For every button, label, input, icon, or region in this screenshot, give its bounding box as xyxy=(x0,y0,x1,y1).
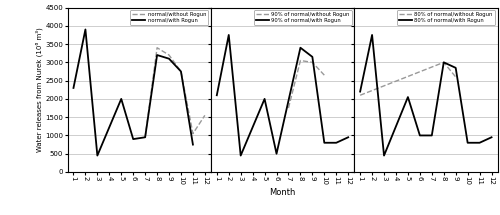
Line: normal/without Rogun: normal/without Rogun xyxy=(145,48,205,137)
Legend: normal/without Rogun, normal/with Rogun: normal/without Rogun, normal/with Rogun xyxy=(130,10,208,25)
normal/with Rogun xyxy=(70,87,76,89)
90% of normal/with Rogun xyxy=(333,141,339,144)
normal/without Rogun xyxy=(166,54,172,56)
normal/with Rogun xyxy=(82,28,88,31)
90% of normal/without Rogun xyxy=(310,61,316,64)
normal/with Rogun xyxy=(166,57,172,60)
80% of normal/with Rogun xyxy=(429,134,435,137)
Line: 80% of normal/without Rogun: 80% of normal/without Rogun xyxy=(360,62,456,95)
80% of normal/with Rogun xyxy=(488,136,494,139)
80% of normal/with Rogun xyxy=(369,34,375,36)
80% of normal/without Rogun xyxy=(357,94,363,97)
Line: 80% of normal/with Rogun: 80% of normal/with Rogun xyxy=(360,35,492,155)
80% of normal/with Rogun xyxy=(357,90,363,93)
90% of normal/without Rogun xyxy=(322,74,328,77)
90% of normal/with Rogun xyxy=(345,136,351,139)
X-axis label: Month: Month xyxy=(270,188,295,197)
90% of normal/without Rogun xyxy=(298,59,304,62)
Line: normal/with Rogun: normal/with Rogun xyxy=(74,29,193,155)
Y-axis label: Water releases from Nurek (10⁶ m³): Water releases from Nurek (10⁶ m³) xyxy=(35,27,42,152)
normal/with Rogun xyxy=(190,143,196,146)
Line: 90% of normal/without Rogun: 90% of normal/without Rogun xyxy=(288,61,324,108)
80% of normal/with Rogun xyxy=(441,61,447,64)
90% of normal/with Rogun xyxy=(274,152,280,155)
90% of normal/with Rogun xyxy=(322,141,328,144)
80% of normal/with Rogun xyxy=(464,141,470,144)
80% of normal/with Rogun xyxy=(476,141,482,144)
90% of normal/with Rogun xyxy=(262,98,268,100)
80% of normal/with Rogun xyxy=(405,96,411,98)
90% of normal/with Rogun xyxy=(286,99,292,102)
Line: 90% of normal/with Rogun: 90% of normal/with Rogun xyxy=(217,35,348,155)
80% of normal/with Rogun xyxy=(452,67,458,69)
normal/with Rogun xyxy=(118,98,124,100)
90% of normal/with Rogun xyxy=(298,46,304,49)
80% of normal/without Rogun xyxy=(452,76,458,78)
normal/with Rogun xyxy=(154,54,160,56)
90% of normal/with Rogun xyxy=(214,94,220,97)
normal/without Rogun xyxy=(178,70,184,73)
normal/without Rogun xyxy=(202,114,208,117)
normal/with Rogun xyxy=(142,136,148,139)
Legend: 80% of normal/without Rogun, 80% of normal/with Rogun: 80% of normal/without Rogun, 80% of norm… xyxy=(397,10,495,25)
normal/with Rogun xyxy=(178,70,184,73)
80% of normal/without Rogun xyxy=(441,61,447,64)
90% of normal/with Rogun xyxy=(226,34,232,36)
80% of normal/with Rogun xyxy=(381,154,387,157)
80% of normal/with Rogun xyxy=(417,134,423,137)
90% of normal/with Rogun xyxy=(310,56,316,58)
90% of normal/with Rogun xyxy=(238,154,244,157)
normal/without Rogun xyxy=(190,132,196,135)
90% of normal/without Rogun xyxy=(286,107,292,109)
Legend: 90% of normal/without Rogun, 90% of normal/with Rogun: 90% of normal/without Rogun, 90% of norm… xyxy=(254,10,352,25)
normal/without Rogun xyxy=(154,46,160,49)
normal/with Rogun xyxy=(94,154,100,157)
normal/with Rogun xyxy=(130,138,136,140)
normal/without Rogun xyxy=(142,136,148,139)
